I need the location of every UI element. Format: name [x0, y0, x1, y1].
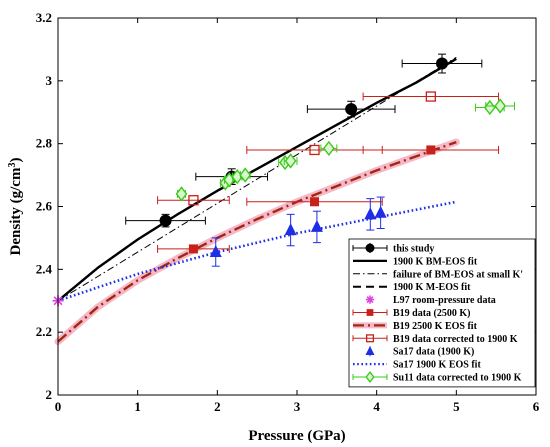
x-tick-label: 4 — [373, 399, 380, 414]
data-marker — [310, 197, 320, 207]
data-point — [306, 100, 396, 118]
data-point — [401, 53, 483, 74]
data-marker — [310, 219, 323, 232]
legend-marker — [365, 345, 375, 355]
x-tick-label: 3 — [294, 399, 301, 414]
data-point — [246, 197, 383, 207]
legend-label: Su11 data corrected to 1900 K — [393, 373, 522, 384]
data-point — [283, 153, 298, 169]
legend-marker — [365, 370, 375, 384]
data-point — [209, 237, 222, 267]
series-su11-data-corrected-to-1900-k — [175, 98, 515, 202]
data-point — [239, 167, 252, 183]
data-marker — [435, 57, 448, 70]
series-layer — [52, 53, 515, 346]
legend-entry-1900-k-m-eos-fit: 1900 K M-EOS fit — [353, 282, 471, 293]
series-failure-of-bm-eos-at-small-k — [57, 56, 457, 302]
data-marker — [175, 186, 188, 202]
series-b19-2500-k-eos-fit — [54, 138, 460, 346]
series-line — [57, 57, 457, 302]
y-tick-label: 2.4 — [36, 261, 53, 276]
legend-marker — [365, 295, 375, 304]
y-axis-label-sup: 3 — [7, 163, 18, 168]
legend-label: B19 2500 K EOS fit — [393, 321, 478, 332]
data-point — [157, 195, 230, 206]
legend-entry-sa17-data-1900-k: Sa17 data (1900 K) — [365, 345, 474, 358]
legend-entry-b19-data-2500-k: B19 data (2500 K) — [352, 308, 471, 319]
data-marker — [284, 223, 297, 236]
data-marker — [322, 140, 335, 157]
data-point — [320, 140, 338, 157]
legend-marker — [365, 243, 375, 253]
legend-entry-this-study: this study — [352, 243, 434, 255]
data-marker — [188, 244, 198, 254]
x-tick-label: 0 — [55, 399, 62, 414]
data-point — [175, 186, 188, 202]
data-marker — [374, 205, 387, 218]
legend-label: B19 data corrected to 1900 K — [393, 334, 518, 345]
data-point — [246, 144, 383, 156]
data-marker — [309, 144, 320, 156]
legend-marker — [365, 334, 375, 343]
data-point — [364, 198, 377, 231]
x-tick-label: 6 — [533, 399, 540, 414]
data-marker — [345, 103, 358, 116]
series-sa17-data-1900-k — [209, 196, 387, 267]
y-tick-label: 3 — [46, 73, 53, 88]
data-marker — [209, 245, 222, 258]
legend-label: B19 data (2500 K) — [393, 308, 471, 319]
tick-layer: 0 1 2 3 4 5 6 2 2.2 2.4 2.6 2.8 3 3.2 — [36, 10, 540, 414]
series-line — [57, 56, 457, 302]
legend-label: L97 room-pressure data — [393, 295, 496, 306]
series-1900-k-m-eos-fit — [57, 57, 457, 302]
star-stroke — [366, 296, 374, 304]
data-marker — [494, 98, 507, 114]
legend-label: 1900 K M-EOS fit — [393, 282, 471, 293]
legend-entry-su11-data-corrected-to-1900-k: Su11 data corrected to 1900 K — [352, 370, 522, 384]
x-tick-label: 2 — [214, 399, 221, 414]
y-tick-label: 2.6 — [36, 199, 53, 214]
data-marker — [239, 167, 252, 183]
series-b19-data-corrected-to-1900-k — [157, 91, 500, 206]
legend-label: 1900 K BM-EOS fit — [393, 256, 478, 267]
data-point — [374, 196, 387, 229]
data-point — [310, 210, 323, 244]
x-axis-label: Pressure (GPa) — [248, 428, 345, 444]
legend-entry-sa17-1900-k-eos-fit: Sa17 1900 K EOS fit — [353, 360, 481, 371]
legend-entry-1900-k-bm-eos-fit: 1900 K BM-EOS fit — [353, 256, 478, 267]
y-tick-label: 3.2 — [36, 10, 52, 25]
legend-label: this study — [393, 244, 434, 255]
x-tick-label: 1 — [134, 399, 141, 414]
y-tick-label: 2 — [46, 387, 53, 402]
legend-marker — [366, 309, 374, 316]
y-axis-label: Density (g/cm3) — [7, 158, 25, 256]
y-tick-label: 2.2 — [36, 324, 52, 339]
data-point — [485, 98, 515, 114]
y-tick-label: 2.8 — [36, 136, 53, 151]
legend-entry-b19-data-corrected-to-1900-k: B19 data corrected to 1900 K — [352, 334, 518, 345]
data-marker — [426, 145, 436, 155]
data-point — [284, 213, 297, 247]
legend-label: failure of BM-EOS at small K' — [393, 269, 523, 280]
data-marker — [188, 195, 199, 206]
data-marker — [284, 153, 297, 169]
data-marker — [425, 91, 436, 102]
legend-label: Sa17 data (1900 K) — [393, 347, 474, 358]
y-axis-label-main: Density (g/cm — [8, 167, 24, 255]
series-line — [57, 140, 457, 343]
data-point — [362, 91, 500, 102]
legend-entry-b19-2500-k-eos-fit: B19 2500 K EOS fit — [353, 321, 478, 332]
data-point — [125, 213, 206, 228]
x-tick-label: 5 — [453, 399, 460, 414]
legend-entry-failure-of-bm-eos-at-small-k: failure of BM-EOS at small K' — [353, 269, 523, 280]
data-marker — [364, 207, 377, 220]
legend-entry-l97-room-pressure-data: L97 room-pressure data — [365, 295, 496, 306]
data-marker — [159, 214, 172, 227]
legend-label: Sa17 1900 K EOS fit — [393, 360, 481, 371]
y-axis-label-tail: ) — [8, 158, 24, 163]
data-marker — [483, 99, 496, 116]
